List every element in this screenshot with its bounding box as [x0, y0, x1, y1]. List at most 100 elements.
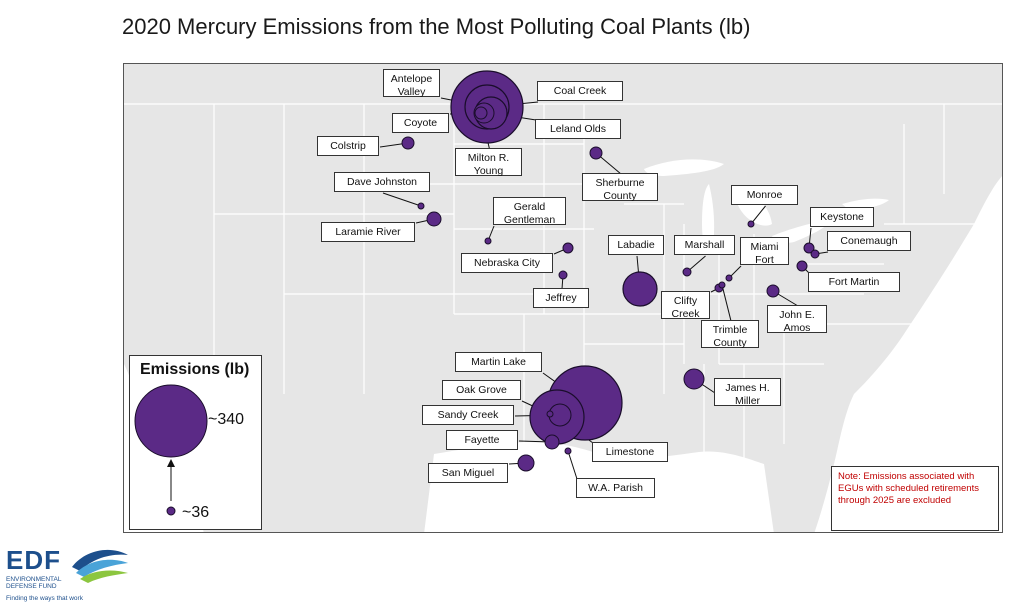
plant-label: Conemaugh [827, 231, 911, 251]
plant-label-line: Milton R. [467, 152, 510, 164]
legend-title: Emissions (lb) [140, 361, 250, 378]
plant-label-line: Keystone [820, 211, 864, 223]
plant-label-line: Leland Olds [549, 123, 607, 135]
bubble-fayette [544, 434, 560, 450]
plant-label-line: Gerald [513, 201, 546, 213]
plant-label: Leland Olds [535, 119, 621, 139]
plant-label: Miami Fort [740, 237, 789, 266]
logo-text: EDF [6, 545, 61, 575]
bubble-sherburne-county [589, 146, 603, 160]
bubble-oak-grove [546, 410, 554, 418]
bubble-trimble-county [718, 281, 726, 289]
plant-label-line: Fort [755, 254, 774, 266]
chart-title: 2020 Mercury Emissions from the Most Pol… [122, 14, 751, 39]
plant-label-line: Monroe [746, 189, 783, 201]
leader-line [721, 284, 732, 322]
bubble-john-e-amos [766, 284, 780, 298]
bubble-james-h-miller [683, 368, 705, 390]
plant-label: Antelope Valley [383, 69, 440, 98]
plant-label-line: Fayette [464, 434, 500, 446]
plant-label: Keystone [810, 207, 874, 227]
plant-label: Sandy Creek [422, 405, 514, 425]
plant-label: Nebraska City [461, 253, 553, 273]
logo-tagline: Finding the ways that work [6, 595, 83, 602]
legend-min-label: ~36 [182, 504, 210, 521]
plant-label-line: Coyote [403, 117, 438, 129]
plant-label-line: Oak Grove [456, 384, 507, 396]
plant-label-line: W.A. Parish [588, 482, 643, 494]
bubble-w-a-parish [564, 447, 572, 455]
plant-label: Colstrip [317, 136, 379, 156]
legend: Emissions (lb) ~340 ~36 [129, 355, 262, 530]
bubble-milton-r-young [474, 106, 488, 120]
plant-label: Marshall [674, 235, 735, 255]
plant-label: Clifty Creek [661, 291, 710, 320]
legend-graphic [134, 384, 208, 516]
plant-label-line: Coal Creek [553, 85, 607, 97]
leader-line [567, 450, 578, 480]
plant-label: Fort Martin [808, 272, 900, 292]
plant-label-line: Fort Martin [828, 276, 880, 288]
plant-label: John E. Amos [767, 305, 827, 334]
state-boundaries [124, 103, 1002, 464]
plant-label-line: Conemaugh [840, 235, 898, 247]
lake-superior [644, 159, 724, 176]
logo-wave-icon [72, 549, 128, 583]
atlantic-ocean [814, 176, 1002, 532]
bubble-jeffrey [558, 270, 568, 280]
plant-label-line: Clifty [673, 295, 698, 307]
plant-label-line: John E. [779, 309, 815, 321]
bubble-laramie-river [426, 211, 442, 227]
plant-label-line: Sandy Creek [437, 409, 499, 421]
plant-label: Jeffrey [533, 288, 589, 308]
plant-label: Sherburne County [582, 173, 658, 202]
plant-label-line: Miami [750, 241, 779, 253]
note-box: Note: Emissions associated with EGUs wit… [831, 466, 999, 531]
plant-label-line: Limestone [605, 446, 655, 458]
legend-arrowhead [167, 459, 175, 467]
plant-label: San Miguel [428, 463, 508, 483]
bubble-fort-martin [796, 260, 808, 272]
plant-label-line: Martin Lake [471, 356, 526, 368]
plant-label-line: Jeffrey [545, 292, 577, 304]
bubble-dave-johnston [417, 202, 425, 210]
legend-large-bubble [134, 384, 208, 458]
plant-label: Coal Creek [537, 81, 623, 101]
plant-label-line: County [713, 337, 747, 349]
plant-label-line: Sherburne [595, 177, 645, 189]
plant-label-line: Nebraska City [474, 257, 540, 269]
plant-label-line: County [603, 190, 637, 202]
bubble-conemaugh [810, 249, 820, 259]
plant-label: Laramie River [321, 222, 415, 242]
plant-label-line: Gentleman [503, 214, 556, 226]
legend-max-label: ~340 [208, 411, 245, 428]
edf-logo: EDF ENVIRONMENTAL DEFENSE FUND Finding t… [6, 543, 136, 603]
plant-label: Trimble County [701, 320, 759, 349]
leader-line [382, 192, 422, 207]
plant-label: Milton R. Young [455, 148, 522, 177]
plant-label: Labadie [608, 235, 664, 255]
plant-label-line: Creek [671, 308, 700, 320]
plant-label: Coyote [392, 113, 449, 133]
plant-label: Monroe [731, 185, 798, 205]
bubble-labadie [622, 271, 658, 307]
plant-label: Fayette [446, 430, 518, 450]
plant-label: Dave Johnston [334, 172, 430, 192]
leader-line [750, 205, 766, 225]
plant-label-line: Laramie River [335, 226, 401, 238]
plant-label-line: Trimble [712, 324, 748, 336]
plant-label-line: Colstrip [330, 140, 366, 152]
bubble-miami-fort [725, 274, 733, 282]
plant-label: W.A. Parish [576, 478, 655, 498]
bubble-keystone [803, 242, 815, 254]
legend-small-bubble [166, 506, 176, 516]
bubble-nebraska-city [562, 242, 574, 254]
plant-label-line: Antelope [390, 73, 433, 85]
emission-bubbles [401, 70, 820, 472]
bubble-gerald-gentleman [484, 237, 492, 245]
plant-label: Limestone [592, 442, 668, 462]
bubble-san-miguel [517, 454, 535, 472]
bubble-colstrip [401, 136, 415, 150]
plant-label: Gerald Gentleman [493, 197, 566, 226]
plant-label: Martin Lake [455, 352, 542, 372]
